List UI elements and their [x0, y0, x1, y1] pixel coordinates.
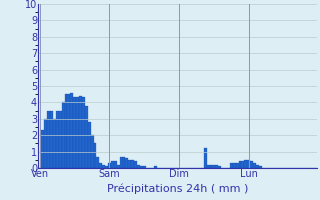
Bar	[259, 166, 262, 168]
Bar	[111, 161, 114, 168]
Bar	[247, 160, 250, 168]
Bar	[41, 130, 44, 168]
Bar	[210, 165, 212, 168]
Bar	[79, 96, 82, 168]
Bar	[91, 135, 93, 168]
Bar	[114, 161, 117, 168]
Bar	[76, 97, 79, 168]
Bar	[155, 166, 157, 168]
Bar	[59, 111, 61, 168]
Bar	[96, 157, 99, 168]
Bar	[108, 163, 111, 168]
Bar	[238, 161, 241, 168]
Bar	[123, 157, 125, 168]
Bar	[47, 111, 50, 168]
Bar	[125, 158, 128, 168]
Bar	[117, 165, 120, 168]
Bar	[128, 160, 131, 168]
Bar	[140, 166, 143, 168]
Bar	[56, 111, 59, 168]
Bar	[65, 94, 68, 168]
Bar	[244, 160, 247, 168]
Bar	[53, 119, 56, 168]
Bar	[241, 161, 244, 168]
Bar	[62, 102, 65, 168]
Bar	[253, 163, 256, 168]
Bar	[50, 111, 53, 168]
Bar	[82, 97, 85, 168]
Bar	[44, 119, 47, 168]
Bar	[215, 165, 218, 168]
Bar	[99, 163, 102, 168]
Bar	[102, 165, 105, 168]
Bar	[93, 143, 96, 168]
Bar	[120, 157, 123, 168]
Bar	[204, 148, 207, 168]
Bar	[143, 166, 146, 168]
Bar	[134, 161, 137, 168]
Bar	[85, 106, 88, 168]
Bar	[230, 163, 233, 168]
Bar	[233, 163, 236, 168]
Bar	[256, 165, 259, 168]
Bar	[218, 166, 221, 168]
Bar	[212, 165, 215, 168]
Bar	[70, 93, 73, 168]
Bar	[250, 161, 253, 168]
Bar	[68, 94, 70, 168]
Bar	[131, 160, 134, 168]
Bar	[105, 166, 108, 168]
Bar	[88, 122, 91, 168]
Bar	[236, 163, 238, 168]
X-axis label: Précipitations 24h ( mm ): Précipitations 24h ( mm )	[107, 184, 248, 194]
Bar	[73, 97, 76, 168]
Bar	[137, 165, 140, 168]
Bar	[207, 165, 210, 168]
